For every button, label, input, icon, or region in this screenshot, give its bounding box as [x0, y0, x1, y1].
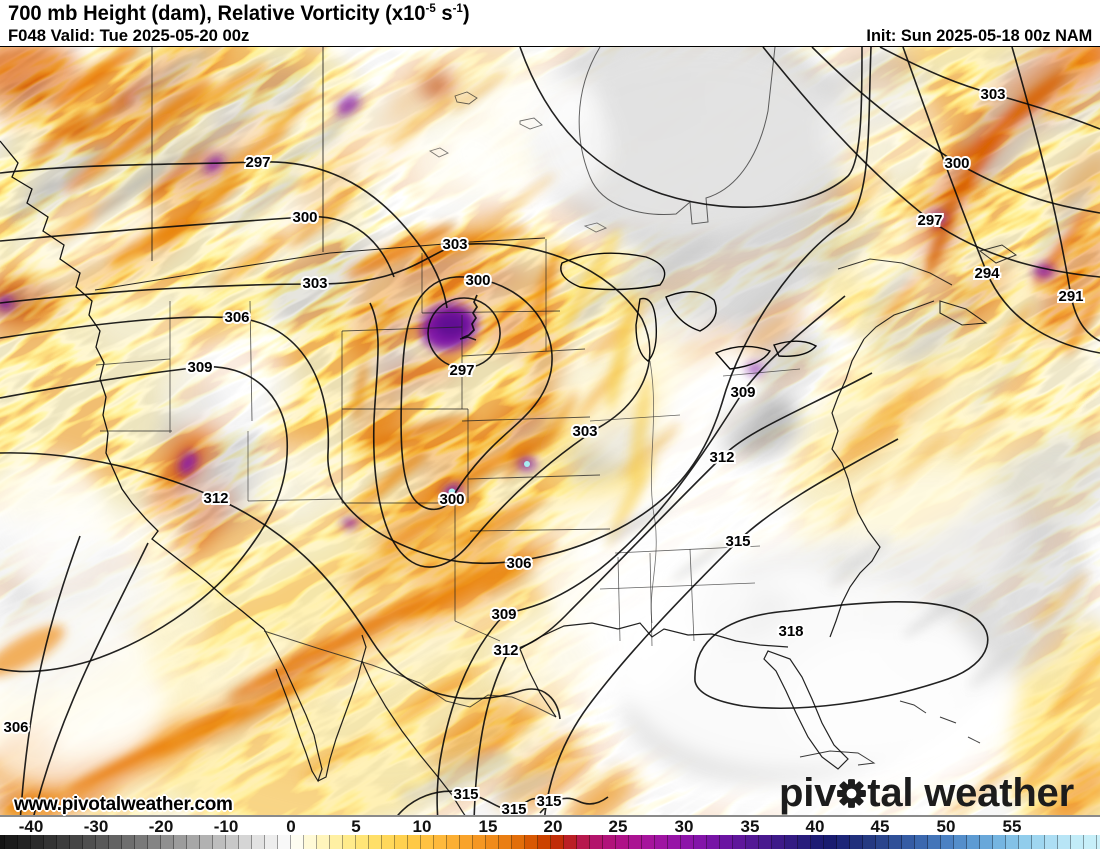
svg-text:300: 300	[465, 272, 490, 289]
svg-text:315: 315	[453, 786, 478, 803]
svg-text:315: 315	[536, 793, 561, 810]
svg-text:312: 312	[709, 449, 734, 466]
svg-text:300: 300	[439, 491, 464, 508]
svg-text:306: 306	[3, 719, 28, 736]
svg-text:291: 291	[1058, 288, 1083, 305]
svg-text:309: 309	[730, 384, 755, 401]
svg-text:303: 303	[980, 86, 1005, 103]
svg-text:303: 303	[572, 423, 597, 440]
svg-text:300: 300	[292, 209, 317, 226]
svg-text:312: 312	[203, 490, 228, 507]
svg-text:300: 300	[944, 155, 969, 172]
svg-text:306: 306	[506, 555, 531, 572]
svg-text:315: 315	[501, 801, 526, 817]
svg-text:297: 297	[245, 154, 270, 171]
svg-text:315: 315	[725, 533, 750, 550]
svg-text:303: 303	[442, 236, 467, 253]
svg-text:303: 303	[302, 275, 327, 292]
svg-text:297: 297	[449, 362, 474, 379]
svg-text:294: 294	[974, 265, 1000, 282]
svg-text:312: 312	[493, 642, 518, 659]
svg-text:318: 318	[778, 623, 803, 640]
svg-text:306: 306	[224, 309, 249, 326]
svg-text:309: 309	[491, 606, 516, 623]
svg-text:309: 309	[187, 359, 212, 376]
svg-text:297: 297	[917, 212, 942, 229]
